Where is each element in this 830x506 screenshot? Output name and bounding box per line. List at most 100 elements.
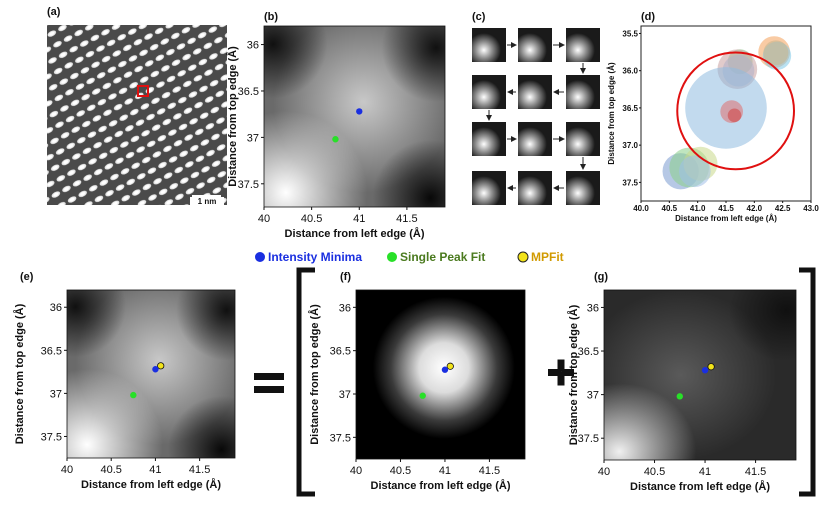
- iteration-thumbnail: [518, 122, 552, 156]
- point-intensity-minima: [356, 108, 363, 115]
- legend-label-single: Single Peak Fit: [400, 250, 485, 264]
- point-mpfit: [157, 362, 165, 370]
- left-bracket: [296, 267, 315, 497]
- x-tick-label: 40: [598, 466, 610, 478]
- x-tick-label: 40: [350, 465, 362, 477]
- x-tick-label: 41: [439, 465, 451, 477]
- legend-marker-mpfit: [517, 251, 529, 263]
- legend-marker-minima: [255, 252, 265, 262]
- cluster-circle: [763, 40, 789, 66]
- y-tick-label: 36.5: [622, 104, 638, 113]
- y-tick-label: 37.5: [238, 179, 259, 191]
- panel-f-image: [356, 290, 525, 459]
- x-tick-label: 43.0: [803, 204, 819, 213]
- iteration-thumbnail: [518, 28, 552, 62]
- x-axis-label: Distance from left edge (Å): [81, 478, 221, 491]
- x-axis-label: Distance from left edge (Å): [630, 480, 770, 493]
- x-tick-label: 40.5: [100, 464, 121, 476]
- panel-f-label: (f): [340, 271, 351, 283]
- equals-text: =: [269, 371, 270, 373]
- equals-sign: [254, 373, 284, 393]
- panel-d-clusters: [662, 36, 796, 190]
- x-tick-label: 40.5: [301, 213, 322, 225]
- panel-e-image: [67, 290, 235, 458]
- panel-g-label: (g): [594, 271, 608, 283]
- scale-bar-label: 1 nm: [198, 197, 217, 206]
- x-tick-label: 40: [61, 464, 73, 476]
- iteration-thumbnail: [472, 28, 506, 62]
- y-tick-label: 37: [587, 390, 599, 402]
- y-tick-label: 36.5: [578, 346, 599, 358]
- iteration-thumbnail: [566, 122, 600, 156]
- x-axis-label: Distance from left edge (Å): [285, 227, 425, 240]
- axes-frame: [66, 289, 236, 459]
- plus-sign: [548, 359, 574, 386]
- x-tick-label: 42.5: [775, 204, 791, 213]
- highlight-circle: [676, 51, 796, 171]
- x-tick-label: 41: [149, 464, 161, 476]
- legend-label-mpfit: MPFit: [531, 250, 564, 264]
- axes-frame: [603, 289, 797, 461]
- panel-g-axes: 40 40.5 41 41.5 36 36.5 37 37.5 Distance from le…: [567, 289, 797, 493]
- legend: Intensity Minima Single Peak Fit MPFit: [255, 250, 564, 264]
- y-tick-label: 37.5: [330, 432, 351, 444]
- iteration-thumbnail: [518, 75, 552, 109]
- x-tick-label: 41.5: [718, 204, 734, 213]
- x-tick-label: 40.0: [633, 204, 649, 213]
- y-tick-label: 37.5: [622, 178, 638, 187]
- x-tick-label: 40: [258, 213, 270, 225]
- y-tick-label: 35.5: [622, 29, 638, 38]
- point-single-peak-fit: [676, 393, 683, 400]
- y-tick-label: 36.5: [41, 345, 62, 357]
- iteration-thumbnail: [472, 122, 506, 156]
- x-axis-label: Distance from left edge (Å): [675, 214, 777, 223]
- panel-f-axes: 40 40.5 41 41.5 36 36.5 37 37.5 Distance from le…: [308, 289, 526, 492]
- iteration-thumbnail: [472, 75, 506, 109]
- y-axis-label: Distance from top edge (Å): [13, 303, 26, 444]
- selection-box: [137, 85, 149, 97]
- y-tick-label: 37.5: [578, 433, 599, 445]
- y-tick-label: 36.5: [330, 346, 351, 358]
- y-tick-label: 36: [339, 302, 351, 314]
- panel-g-image: [604, 290, 796, 460]
- axes-frame: [355, 289, 526, 460]
- x-tick-label: 41.5: [396, 213, 417, 225]
- iteration-thumbnail: [566, 171, 600, 205]
- panel-d-axes: 40.0 40.5 41.0 41.5 42.0 42.5 43.0 35.5 36.0 36.5…: [607, 29, 819, 223]
- x-tick-label: 40.5: [644, 466, 665, 478]
- y-tick-label: 36: [247, 40, 259, 52]
- point-single-peak-fit: [130, 391, 137, 399]
- legend-marker-single: [387, 252, 397, 262]
- axes-frame: [263, 25, 446, 208]
- y-tick-label: 36: [50, 302, 62, 314]
- legend-label-minima: Intensity Minima: [268, 250, 362, 264]
- cluster-circle: [678, 155, 711, 188]
- y-tick-label: 37: [339, 389, 351, 401]
- iteration-thumbnail: [566, 28, 600, 62]
- y-tick-label: 36.5: [238, 86, 259, 98]
- x-tick-label: 41.0: [690, 204, 706, 213]
- right-bracket: [799, 267, 816, 497]
- point-mpfit: [446, 362, 454, 370]
- panel-c-label: (c): [472, 11, 486, 23]
- panel-d-label: (d): [641, 11, 655, 23]
- plus-text: +: [561, 371, 562, 373]
- iteration-thumbnail: [566, 75, 600, 109]
- panel-b-label: (b): [264, 11, 278, 23]
- panel-b-image: [264, 26, 445, 207]
- y-tick-label: 37.5: [41, 431, 62, 443]
- y-axis-label: Distance from top edge (Å): [607, 62, 616, 165]
- cluster-circle: [727, 108, 742, 123]
- x-axis-label: Distance from left edge (Å): [371, 479, 511, 492]
- point-mpfit: [707, 363, 715, 371]
- y-tick-label: 36.0: [622, 67, 638, 76]
- point-intensity-minima: [441, 366, 449, 373]
- y-axis-label: Distance from top edge (Å): [308, 304, 321, 445]
- panel-a-label: (a): [47, 6, 61, 18]
- panel-e-axes: 40 40.5 41 41.5 36 36.5 37 37.5 Distance from le…: [13, 289, 236, 491]
- panel-c-iteration-grid: [472, 28, 600, 205]
- x-tick-label: 41.5: [189, 464, 210, 476]
- panel-a-lattice-image: 1 nm: [47, 25, 227, 206]
- x-tick-label: 41.5: [479, 465, 500, 477]
